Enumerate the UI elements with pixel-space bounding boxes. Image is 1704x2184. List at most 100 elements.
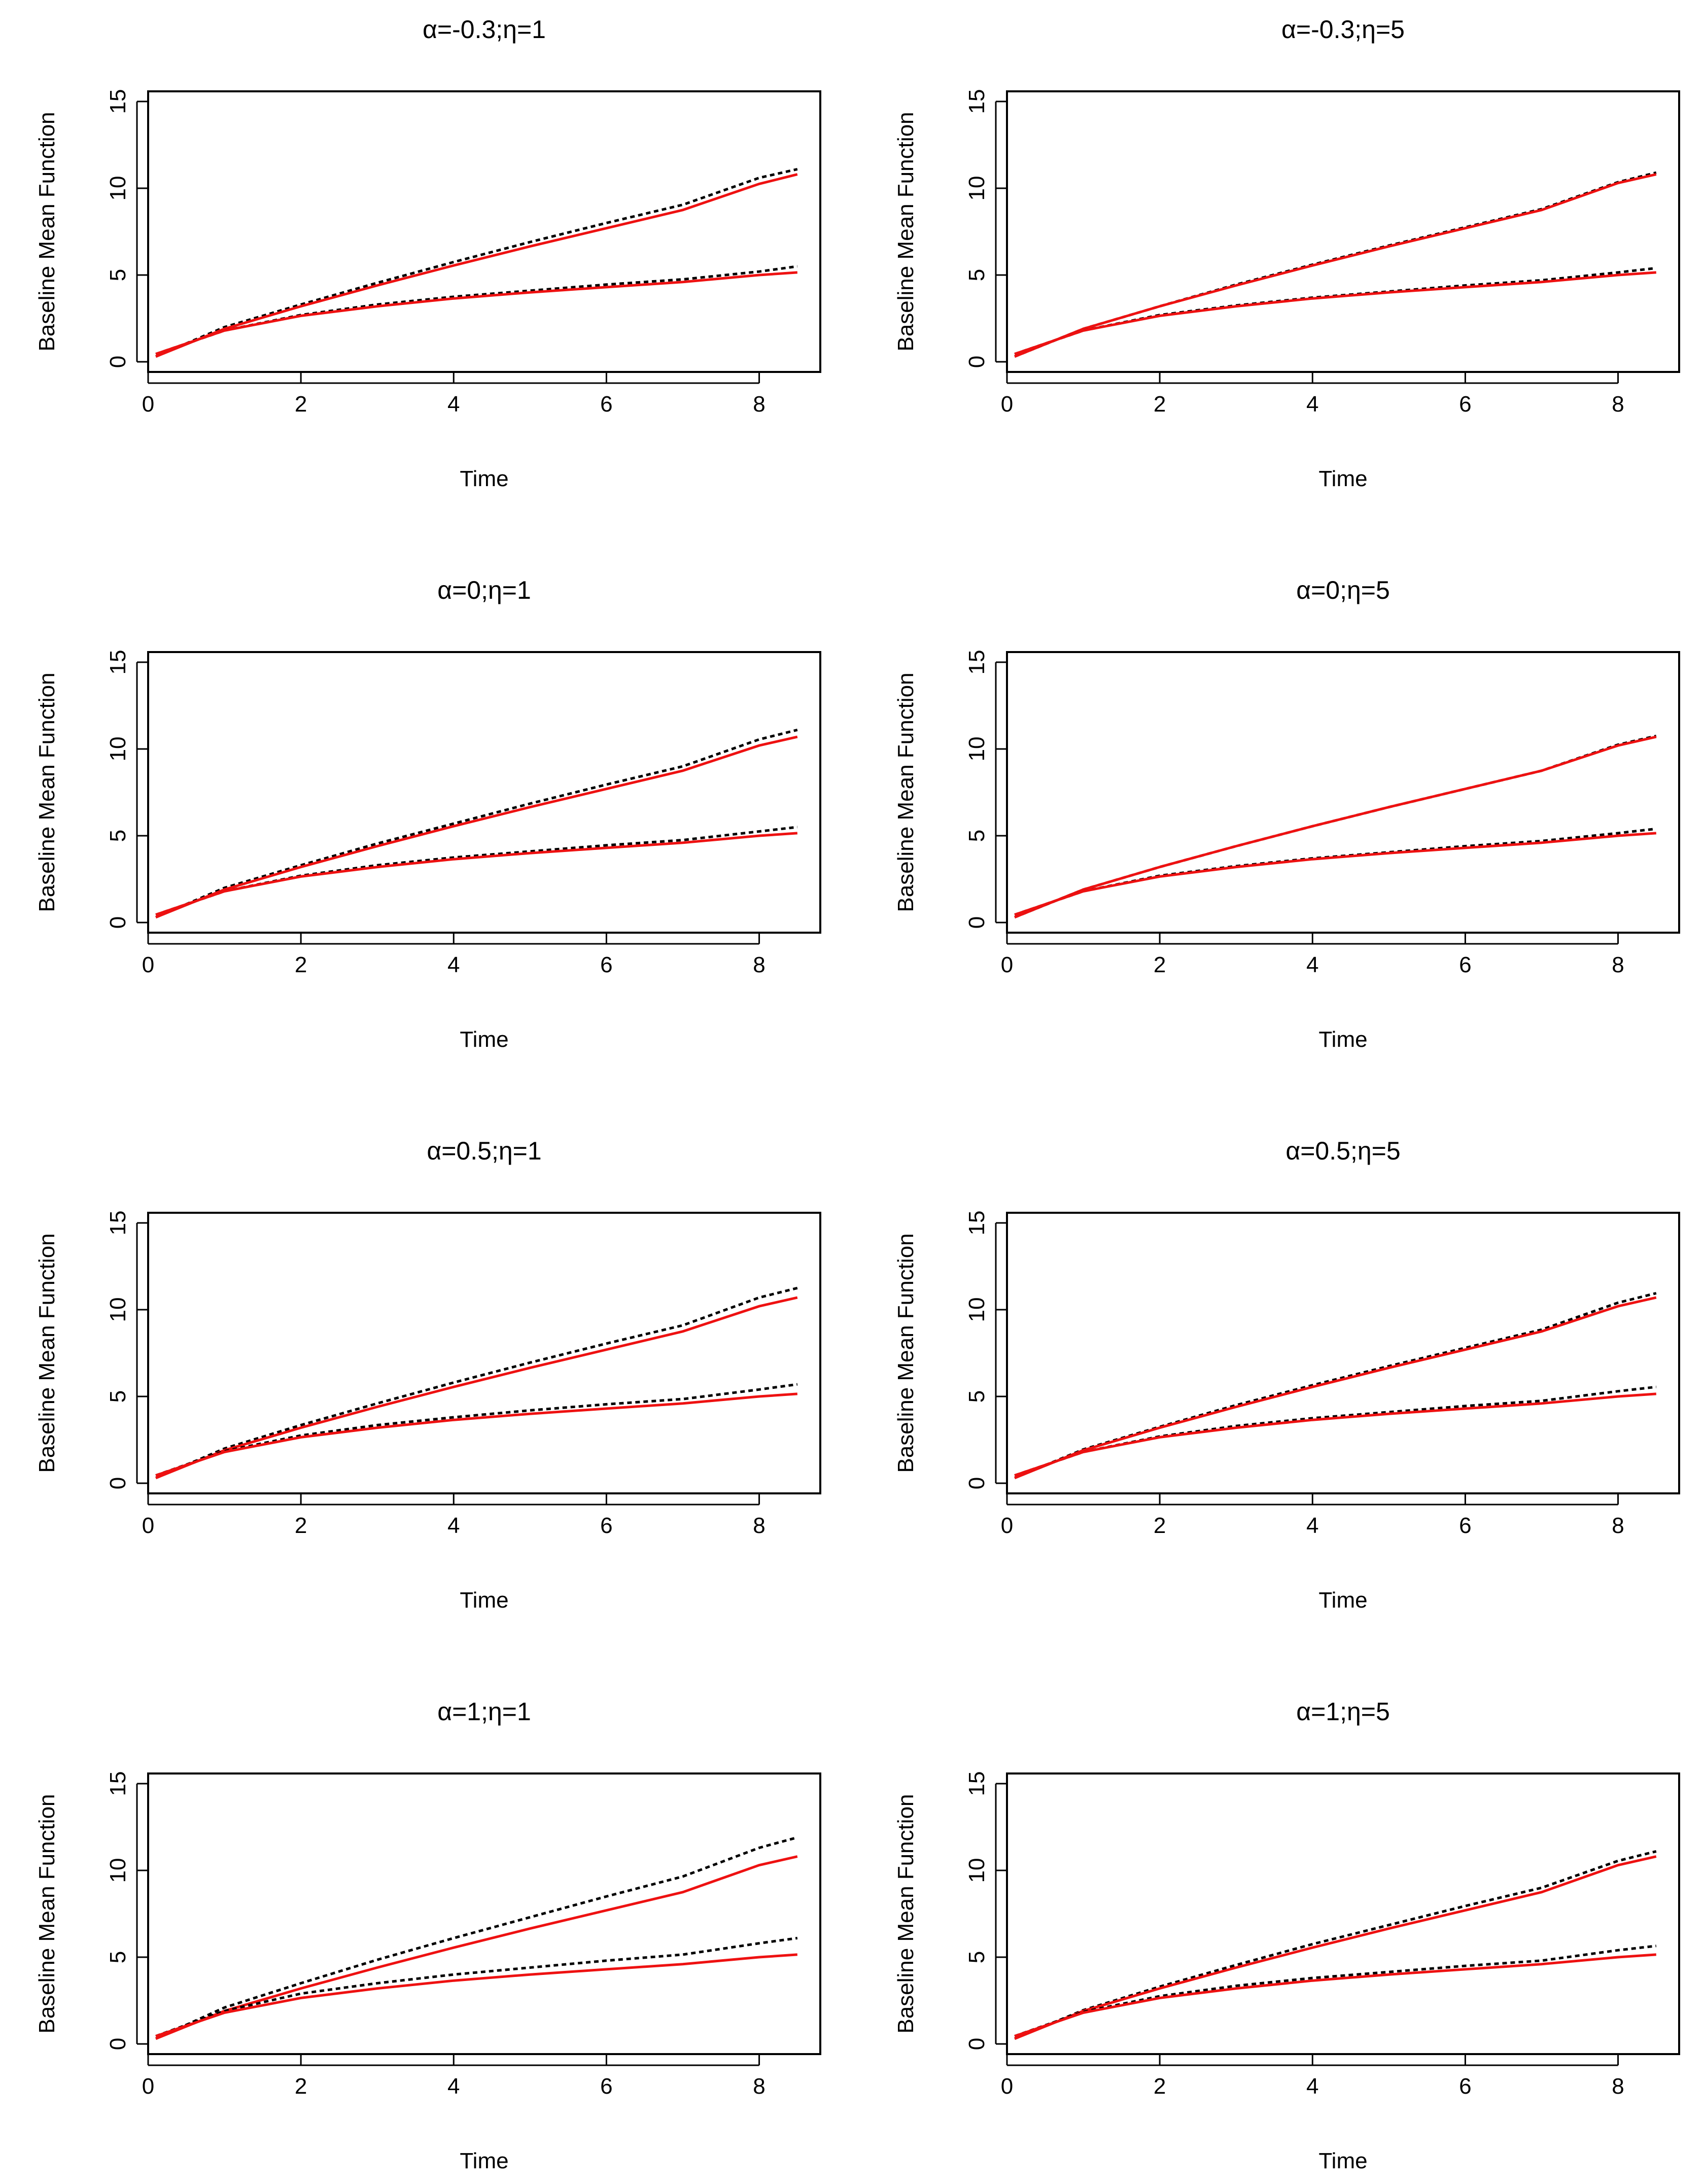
x-tick-label: 6 [600,2074,612,2099]
series-true-lower [1014,1944,1657,2037]
y-axis-label: Baseline Mean Function [34,672,59,912]
x-tick-label: 6 [1459,952,1471,977]
plot-frame [1006,1772,1680,2055]
y-axis-label: Baseline Mean Function [893,672,918,912]
y-tick-label: 0 [106,916,130,929]
y-tick-label: 10 [964,1298,989,1322]
chart-title: α=0;η=1 [437,576,531,604]
y-tick-label: 10 [106,737,130,762]
series-true-lower [155,265,798,355]
chart-title: α=-0.3;η=5 [1281,15,1405,44]
plot-frame [147,1212,821,1494]
series-estimate-lower [155,271,797,355]
panel-3: α=0;η=1 0 2 4 6 8 0 5 10 15 Time Baseline Mean Func… [34,576,821,1052]
x-tick-label: 8 [1612,952,1624,977]
y-tick-label: 0 [964,356,989,368]
x-axis-label: Time [1318,1027,1367,1052]
x-tick-label: 6 [1459,1513,1471,1538]
x-tick-label: 8 [1612,392,1624,417]
x-tick-label: 4 [447,2074,460,2099]
x-tick-label: 6 [600,952,612,977]
y-axis-label: Baseline Mean Function [34,112,59,351]
y-tick-label: 5 [106,1390,130,1403]
x-axis-label: Time [1318,466,1367,491]
panel-1: α=-0.3;η=1 0 2 4 6 8 0 5 10 15 Time Baseline Mean F… [34,15,821,491]
x-tick-label: 4 [1306,392,1318,417]
series-estimate-lower [1014,271,1656,355]
chart-title: α=0;η=5 [1296,576,1390,604]
y-tick-label: 15 [106,1771,130,1796]
y-axis-label: Baseline Mean Function [893,1794,918,2033]
x-tick-label: 4 [1306,1513,1318,1538]
y-tick-label: 0 [106,356,130,368]
x-axis-label: Time [1318,1588,1367,1613]
panel-4: α=0;η=5 0 2 4 6 8 0 5 10 15 Time Baseline Mean Func… [893,576,1680,1052]
series-estimate-lower [1014,832,1656,916]
series-true-lower [155,826,798,916]
panel-6: α=0.5;η=5 0 2 4 6 8 0 5 10 15 Time Baseline Mean Fu… [893,1137,1680,1613]
x-tick-label: 2 [295,952,307,977]
series-estimate-upper [155,173,798,358]
x-tick-label: 4 [1306,2074,1318,2099]
plot-frame [1006,1212,1680,1494]
y-tick-label: 10 [964,176,989,201]
x-tick-label: 2 [1154,952,1166,977]
x-axis-label: Time [460,1027,508,1052]
y-tick-label: 5 [964,1390,989,1403]
y-tick-label: 15 [964,1211,989,1236]
plot-frame [1006,651,1680,934]
x-tick-label: 2 [1154,1513,1166,1538]
y-tick-label: 15 [964,1771,989,1796]
x-tick-label: 0 [142,2074,154,2099]
x-tick-label: 2 [295,1513,307,1538]
x-axis-label: Time [460,2148,508,2173]
x-tick-label: 0 [1001,952,1013,977]
y-axis-label: Baseline Mean Function [34,1794,59,2033]
series-estimate-upper [1014,735,1657,919]
x-tick-label: 8 [1612,1513,1624,1538]
x-tick-label: 0 [1001,392,1013,417]
x-tick-label: 8 [753,392,765,417]
x-tick-label: 6 [600,1513,612,1538]
x-tick-label: 6 [1459,2074,1471,2099]
series-true-upper [155,167,798,358]
y-tick-label: 10 [106,1298,130,1322]
x-tick-label: 2 [295,392,307,417]
series-true-upper [155,728,798,918]
plot-frame [1006,90,1680,373]
y-tick-label: 10 [964,737,989,762]
series-estimate-upper [1014,1296,1657,1480]
x-tick-label: 0 [142,952,154,977]
y-tick-label: 0 [106,2038,130,2050]
series-estimate-lower [1014,1953,1656,2037]
x-tick-label: 2 [295,2074,307,2099]
y-tick-label: 5 [964,269,989,281]
y-tick-label: 0 [964,916,989,929]
y-axis-label: Baseline Mean Function [893,112,918,351]
series-true-upper [155,1286,798,1479]
x-tick-label: 2 [1154,392,1166,417]
x-tick-label: 2 [1154,2074,1166,2099]
series-true-upper [1014,1850,1657,2040]
series-true-upper [1014,1292,1657,1480]
y-tick-label: 5 [106,1951,130,1963]
y-tick-label: 15 [106,650,130,675]
panel-5: α=0.5;η=1 0 2 4 6 8 0 5 10 15 Time Baseline Mean Fu… [34,1137,821,1613]
y-tick-label: 15 [106,1211,130,1236]
series-true-upper [1014,734,1657,919]
series-estimate-upper [1014,173,1657,358]
plot-frame [147,90,821,373]
y-tick-label: 5 [106,269,130,281]
x-axis-label: Time [460,1588,508,1613]
series-estimate-lower [1014,1392,1656,1477]
x-tick-label: 4 [447,392,460,417]
x-tick-label: 4 [1306,952,1318,977]
x-axis-label: Time [460,466,508,491]
x-tick-label: 0 [142,392,154,417]
chart-title: α=0.5;η=5 [1285,1137,1400,1165]
y-tick-label: 0 [964,2038,989,2050]
panel-2: α=-0.3;η=5 0 2 4 6 8 0 5 10 15 Time Baseline Mean F… [893,15,1680,491]
x-tick-label: 0 [1001,2074,1013,2099]
y-tick-label: 10 [106,176,130,201]
